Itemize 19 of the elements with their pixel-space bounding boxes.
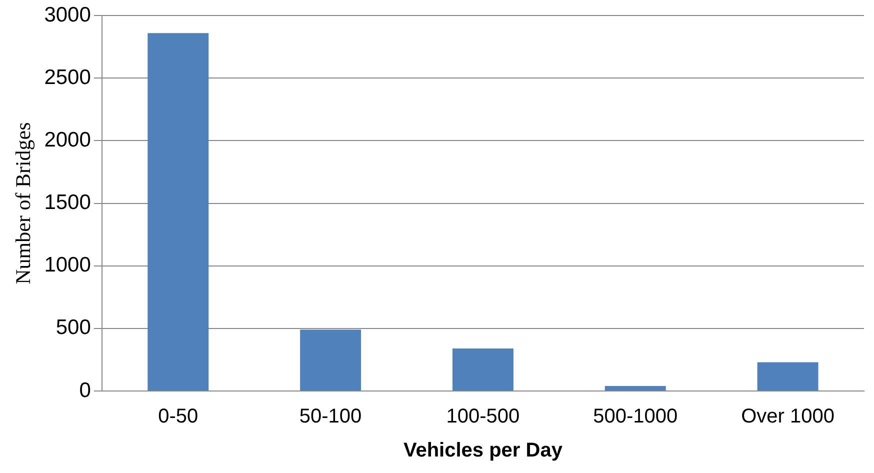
y-tick-label: 1500 bbox=[44, 191, 91, 214]
bar bbox=[300, 330, 362, 390]
y-tick-label: 500 bbox=[56, 316, 91, 340]
bar bbox=[452, 348, 514, 390]
x-axis-title: Vehicles per Day bbox=[403, 440, 564, 462]
y-tick-label: 1000 bbox=[44, 254, 91, 277]
bar bbox=[148, 33, 209, 390]
x-tick-label: 500-1000 bbox=[593, 406, 678, 428]
y-tick-label: 3000 bbox=[44, 3, 91, 26]
x-tick-label: 50-100 bbox=[299, 406, 362, 428]
y-axis-title: Number of Bridges bbox=[11, 122, 36, 284]
x-tick-label: Over 1000 bbox=[741, 406, 834, 428]
y-tick-label: 0 bbox=[79, 378, 91, 402]
x-tick-label: 0-50 bbox=[158, 406, 198, 428]
y-tick-label: 2000 bbox=[44, 128, 91, 152]
bar bbox=[604, 386, 666, 390]
x-tick-label: 100-500 bbox=[446, 406, 520, 428]
bar bbox=[757, 362, 818, 390]
y-tick-label: 2500 bbox=[44, 66, 91, 89]
